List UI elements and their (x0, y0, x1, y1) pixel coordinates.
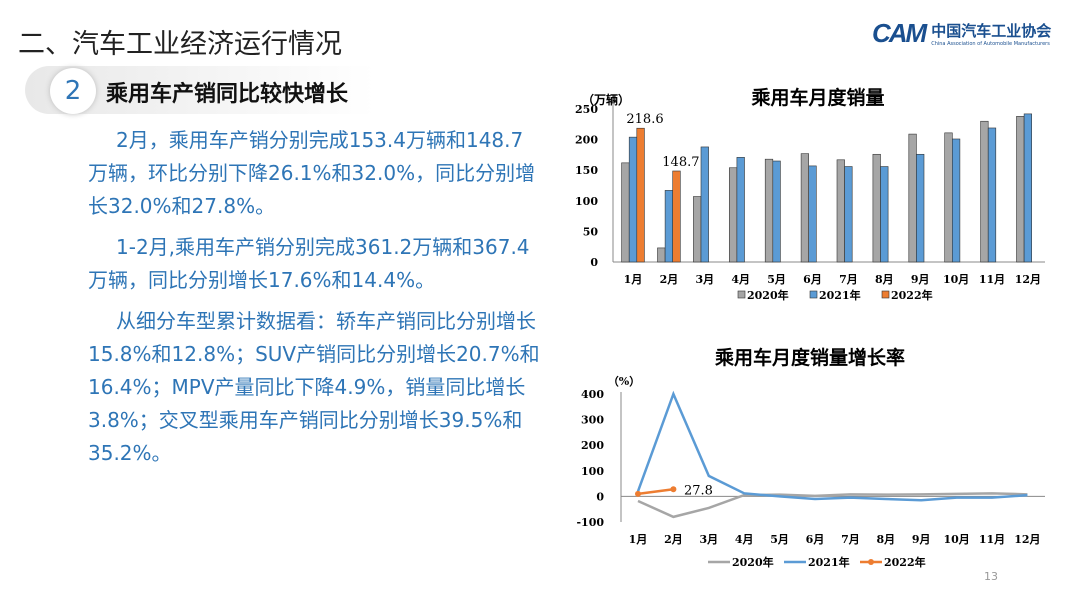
bar-2020年 (800, 153, 809, 263)
y-tick-label: 50 (583, 225, 599, 238)
legend-marker (868, 559, 874, 565)
bar-2021年 (628, 136, 638, 263)
data-label: 27.8 (684, 483, 713, 498)
legend-label: 2020年 (747, 288, 789, 302)
bar-2020年 (836, 159, 845, 263)
bar-2021年 (987, 127, 997, 263)
logo-en: China Association of Automobile Manufact… (931, 41, 1050, 47)
bar-2020年 (728, 167, 738, 263)
bar-2021年 (951, 138, 961, 263)
y-tick-label: -100 (576, 516, 604, 529)
logo: CAM 中国汽车工业协会 China Association of Automo… (872, 18, 1051, 49)
y-tick-label: 250 (575, 103, 598, 116)
page-title: 二、汽车工业经济运行情况 (18, 29, 342, 60)
bar-2020年 (621, 162, 630, 263)
legend-swatch (881, 290, 890, 299)
section-number: 2 (50, 68, 96, 114)
x-tick-label: 12月 (1015, 273, 1041, 286)
data-label: 148.7 (662, 155, 699, 170)
bar-2022年 (672, 170, 681, 263)
x-tick-label: 5月 (767, 273, 786, 286)
cam-logo-icon: CAM (872, 18, 927, 48)
page-number: 13 (984, 570, 998, 583)
y-tick-label: 200 (575, 134, 598, 147)
x-tick-label: 8月 (876, 533, 895, 546)
y-tick-label: 0 (596, 490, 604, 503)
x-tick-label: 3月 (695, 273, 714, 286)
paragraph-1: 2月，乘用车产销分别完成153.4万辆和148.7万辆，环比分别下降26.1%和… (88, 128, 536, 218)
bar-2020年 (764, 158, 774, 263)
bar-2020年 (657, 247, 666, 263)
bar-2021年 (916, 153, 925, 263)
bar-2021年 (880, 166, 889, 263)
y-tick-label: 100 (581, 465, 604, 478)
line-2020年 (637, 492, 1028, 519)
bar-2020年 (1016, 116, 1025, 263)
legend-label: 2022年 (884, 555, 926, 569)
legend-swatch (737, 290, 746, 299)
chart-title: 乘用车月度销量增长率 (714, 346, 905, 369)
x-tick-label: 4月 (735, 533, 754, 546)
paragraph-2: 1-2月,乘用车产销分别完成361.2万辆和367.4万辆，同比分别增长17.6… (88, 235, 530, 292)
x-tick-label: 2月 (660, 273, 679, 286)
legend-label: 2021年 (819, 288, 861, 302)
bar-2020年 (693, 196, 702, 263)
x-tick-label: 11月 (979, 533, 1005, 546)
bar-2020年 (980, 120, 989, 263)
x-tick-label: 4月 (731, 273, 750, 286)
bar-2022年 (636, 127, 645, 263)
section-banner (25, 66, 525, 114)
x-tick-label: 12月 (1014, 533, 1040, 546)
y-axis-unit: （万辆） (582, 92, 630, 107)
y-tick-label: 400 (581, 388, 604, 401)
chart-title: 乘用车月度销量 (750, 86, 884, 109)
y-tick-label: 150 (575, 164, 598, 177)
legend-label: 2021年 (808, 555, 850, 569)
x-tick-label: 7月 (841, 533, 860, 546)
x-tick-label: 6月 (806, 533, 825, 546)
bar-2021年 (700, 146, 709, 263)
line-2022年 (637, 488, 674, 496)
legend-label: 2020年 (732, 555, 774, 569)
point-2022年 (670, 486, 677, 493)
point-2022年 (635, 490, 641, 497)
x-tick-label: 8月 (875, 273, 894, 286)
legend-swatch (809, 290, 818, 299)
x-tick-label: 11月 (979, 273, 1005, 286)
bar-2021年 (736, 157, 745, 263)
x-tick-label: 2月 (664, 533, 683, 546)
x-tick-label: 6月 (803, 273, 822, 286)
line-2021年 (636, 390, 1028, 502)
bar-2020年 (908, 133, 917, 263)
y-tick-label: 200 (581, 439, 604, 452)
section-title: 乘用车产销同比较快增长 (106, 82, 349, 107)
bar-2020年 (872, 153, 881, 263)
x-tick-label: 3月 (699, 533, 718, 546)
x-tick-label: 1月 (624, 273, 643, 286)
bar-2021年 (808, 165, 817, 263)
x-tick-label: 10月 (943, 273, 969, 286)
x-tick-label: 1月 (629, 533, 648, 546)
legend-label: 2022年 (891, 288, 933, 302)
bar-2021年 (844, 166, 853, 263)
paragraph-3: 从细分车型累计数据看：轿车产销同比分别增长15.8%和12.8%；SUV产销同比… (88, 309, 540, 465)
logo-cn: 中国汽车工业协会 (931, 22, 1052, 40)
data-label: 218.6 (626, 112, 663, 127)
x-tick-label: 5月 (770, 533, 789, 546)
bar-2020年 (944, 132, 953, 263)
y-axis-unit: （%） (608, 375, 640, 388)
body-text: 2月，乘用车产销分别完成153.4万辆和148.7万辆，环比分别下降26.1%和… (88, 124, 540, 470)
y-tick-label: 0 (590, 256, 598, 269)
x-tick-label: 10月 (943, 533, 969, 546)
bar-2021年 (1023, 113, 1032, 263)
x-tick-label: 7月 (839, 273, 858, 286)
x-tick-label: 9月 (912, 533, 931, 546)
bar-2021年 (772, 160, 781, 263)
y-tick-label: 100 (575, 195, 598, 208)
bar-2021年 (664, 190, 673, 263)
y-tick-label: 300 (581, 414, 604, 427)
x-tick-label: 9月 (911, 273, 930, 286)
